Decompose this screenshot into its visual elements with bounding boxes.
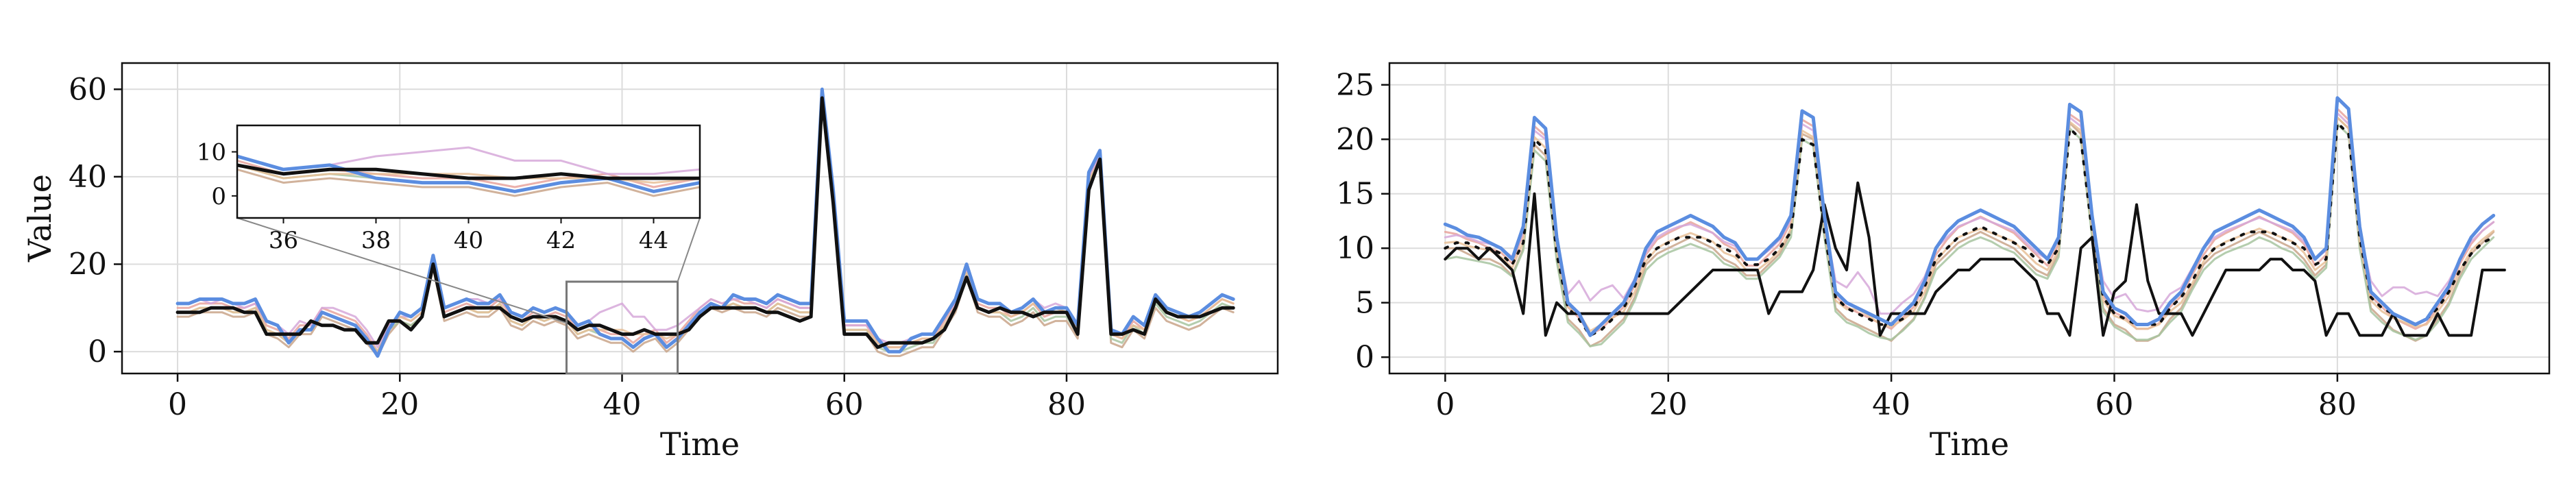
inset-zoom: 36 38 40 42 44 0 10 [197, 124, 701, 375]
inset-y-tick-label: 0 [211, 183, 226, 210]
y-axis-label-left: Value [21, 174, 58, 262]
y-tick-label: 10 [1336, 231, 1374, 266]
x-axis-label-right: Time [1930, 426, 2009, 463]
series-line-right-2 [1444, 121, 2495, 337]
x-tick-label: 0 [168, 387, 187, 422]
x-tick-label: 40 [1872, 387, 1910, 422]
y-tick-label: 15 [1336, 177, 1374, 212]
inset-series-line-6 [237, 164, 700, 184]
zoom-connector-left [236, 217, 567, 324]
y-tick-label: 25 [1336, 68, 1374, 103]
inset-series-line-0 [237, 154, 700, 193]
zoom-region-box [565, 280, 679, 375]
x-tick-label: 20 [1649, 387, 1688, 422]
inset-series-group [237, 146, 700, 197]
series-line-right-0 [1443, 96, 2496, 337]
plot-frame-left [121, 62, 1279, 375]
series-group-left [175, 87, 1235, 358]
x-tick-label: 40 [603, 387, 642, 422]
x-tick-label: 0 [1435, 387, 1455, 422]
inset-x-tick-label: 44 [639, 227, 668, 254]
inset-series-line-3 [237, 168, 700, 197]
y-tick-label: 5 [1355, 286, 1374, 321]
inset-x-tick-label: 40 [454, 227, 483, 254]
series-line-right-5 [1444, 123, 2495, 347]
chart-left: 0 20 40 60 80 0 20 40 60 Time Value [21, 62, 1279, 463]
grid-right [1389, 63, 2549, 373]
plot-frame-right [1388, 62, 2551, 375]
y-tick-label: 40 [69, 160, 107, 195]
x-tick-label: 80 [2318, 387, 2357, 422]
y-tick-label: 0 [1355, 340, 1374, 375]
x-axis-label-left: Time [660, 426, 740, 463]
series-line-left-5 [176, 93, 1235, 349]
inset-series-line-1 [237, 163, 700, 180]
x-tick-label: 20 [380, 387, 419, 422]
series-group-right [1443, 96, 2506, 347]
zoom-connector-right [677, 217, 701, 282]
inset-x-tick-label: 42 [546, 227, 576, 254]
x-tick-label: 60 [825, 387, 864, 422]
y-tick-label: 0 [88, 334, 107, 369]
inset-y-tick-label: 10 [197, 139, 226, 167]
series-line-left-1 [175, 96, 1235, 350]
y-tick-label: 20 [1336, 122, 1374, 157]
inset-x-tick-label: 36 [269, 227, 298, 254]
ticks-left: 0 20 40 60 80 0 20 40 60 [69, 72, 1086, 422]
y-tick-label: 60 [69, 72, 107, 107]
y-tick-label: 20 [69, 247, 107, 282]
chart-right: 0 20 40 60 80 0 5 10 15 20 25 Time [1336, 62, 2551, 463]
series-line-right-4 [1444, 117, 2495, 347]
x-tick-label: 80 [1047, 387, 1086, 422]
inset-x-tick-label: 38 [361, 227, 391, 254]
inset-ticks: 36 38 40 42 44 0 10 [197, 139, 668, 254]
ticks-right: 0 20 40 60 80 0 5 10 15 20 25 [1336, 68, 2357, 422]
series-line-left-0 [175, 87, 1235, 358]
series-line-right-1 [1444, 181, 2506, 337]
grid-left [122, 63, 1278, 373]
x-tick-label: 60 [2095, 387, 2134, 422]
